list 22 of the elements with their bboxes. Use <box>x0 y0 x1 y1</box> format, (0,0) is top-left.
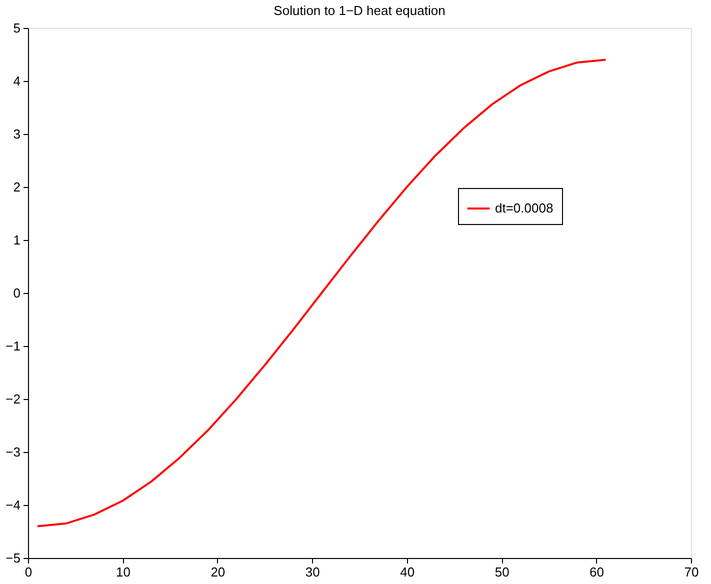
y-tick-label: 2 <box>13 180 20 194</box>
legend-label: dt=0.0008 <box>495 200 554 216</box>
y-tick-label: −2 <box>6 392 20 406</box>
y-tick-label: 0 <box>13 286 20 300</box>
line-series <box>36 58 607 528</box>
x-tick-label: 10 <box>116 564 130 580</box>
y-tick-label: 3 <box>13 126 20 142</box>
y-tick-label: 1 <box>13 232 20 248</box>
x-tick-label: 60 <box>590 564 604 580</box>
y-tick-label: −1 <box>6 338 20 354</box>
x-tick-label: 20 <box>210 564 226 580</box>
x-tick-label: 40 <box>400 564 415 580</box>
y-tick-label: −4 <box>6 498 20 512</box>
x-tick-label: 70 <box>684 564 699 580</box>
y-tick-label: −3 <box>6 444 20 460</box>
x-tick-label: 0 <box>24 564 32 580</box>
x-tick-label: 50 <box>494 564 510 580</box>
y-tick-label: 4 <box>13 74 20 88</box>
x-tick-label: 30 <box>305 564 320 580</box>
y-tick-label: −5 <box>6 550 20 566</box>
y-tick-label: 5 <box>13 20 20 36</box>
chart-title: Solution to 1−D heat equation <box>274 3 446 18</box>
